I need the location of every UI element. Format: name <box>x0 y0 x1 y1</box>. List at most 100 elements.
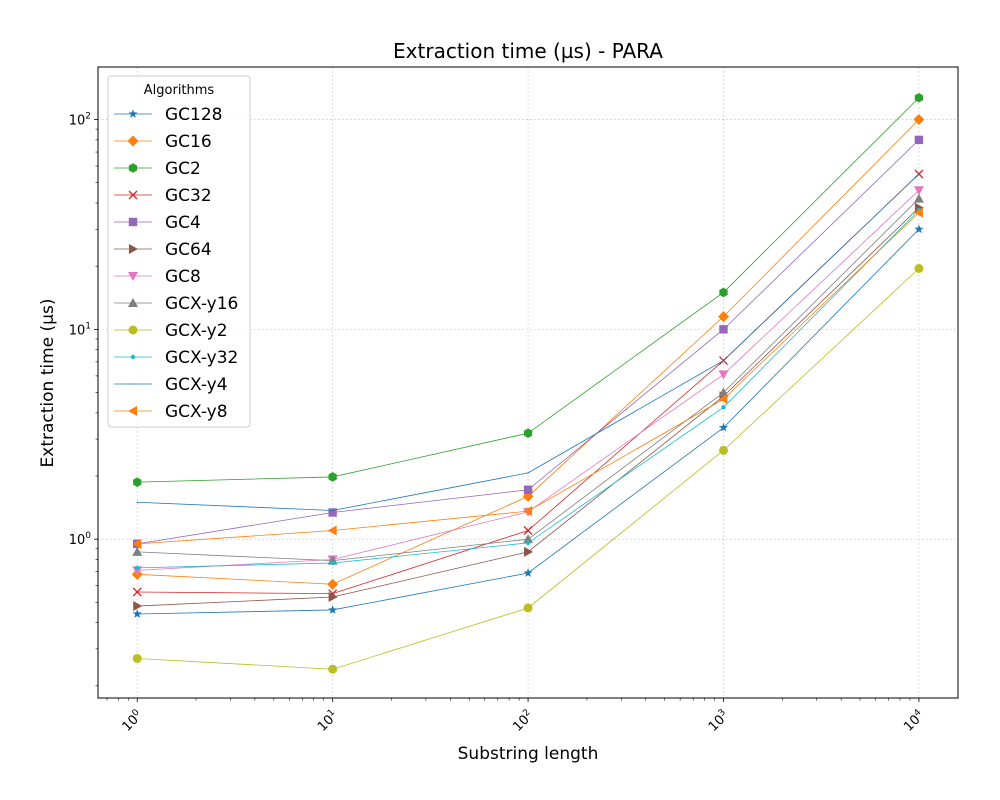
legend-label: GC16 <box>165 132 212 152</box>
legend-marker <box>130 354 136 360</box>
data-point-marker <box>132 587 142 597</box>
legend-item-gc32: GC32 <box>114 186 212 206</box>
data-point-marker <box>523 526 533 535</box>
data-point-marker <box>328 592 338 603</box>
data-point-marker <box>132 538 142 549</box>
legend-marker <box>128 272 138 281</box>
data-point-marker <box>327 525 337 536</box>
data-point-marker <box>523 506 533 517</box>
legend-marker <box>128 406 137 416</box>
legend-marker <box>128 325 138 335</box>
data-point-marker <box>133 601 143 612</box>
legend-marker <box>128 190 138 200</box>
series-gcx-y8 <box>132 207 923 549</box>
x-axis-label: Substring length <box>458 744 599 764</box>
legend-label: GC64 <box>165 240 212 260</box>
data-point-marker <box>328 664 338 674</box>
legend: Algorithms GC128 GC16 GC2 GC32 GC4 GC64 GC8 GCX… <box>107 75 251 428</box>
legend-item-gc64: GC64 <box>114 240 212 260</box>
data-point-marker <box>913 186 924 196</box>
legend-item-gcx-y4: GCX-y4 <box>114 375 228 395</box>
y-tick-label: 101 <box>69 321 91 338</box>
legend-label: GCX-y2 <box>165 321 228 341</box>
series-gc128 <box>132 224 924 618</box>
legend-label: GC32 <box>165 186 212 206</box>
legend-marker <box>127 135 139 147</box>
legend-label: GCX-y16 <box>165 294 238 314</box>
data-point-marker <box>132 546 143 556</box>
legend-item-gcx-y2: GCX-y2 <box>114 321 228 341</box>
data-point-marker <box>914 224 924 234</box>
legend-label: GCX-y32 <box>165 348 238 368</box>
legend-item-gc8: GC8 <box>114 267 201 287</box>
data-point-marker <box>135 565 140 571</box>
data-point-marker <box>718 370 729 380</box>
data-point-marker <box>721 405 726 410</box>
data-point-marker <box>328 605 338 614</box>
legend-marker <box>128 298 138 307</box>
data-point-marker <box>718 394 728 405</box>
series-gc2 <box>133 92 924 487</box>
legend-marker <box>128 163 138 173</box>
legend-marker <box>128 217 138 227</box>
data-point-marker <box>914 92 924 103</box>
data-point-marker <box>132 609 142 618</box>
legend-item-gc16: GC16 <box>114 132 212 152</box>
data-point-marker <box>718 422 729 432</box>
series-gcx-y4 <box>136 173 920 512</box>
data-point-marker <box>330 560 335 566</box>
data-point-marker <box>718 445 728 455</box>
data-point-marker <box>133 477 142 487</box>
legend-item-gc128: GC128 <box>114 105 223 125</box>
data-point-marker <box>913 114 925 126</box>
data-point-marker <box>523 428 533 438</box>
data-point-marker <box>914 264 924 274</box>
y-tick-label: 102 <box>69 112 91 129</box>
legend-label: GC2 <box>165 159 201 179</box>
legend-item-gcx-y8: GCX-y8 <box>114 402 228 422</box>
legend-label: GCX-y4 <box>165 375 228 395</box>
legend-box <box>107 75 251 428</box>
data-point-marker <box>717 311 729 323</box>
data-point-marker <box>527 472 529 474</box>
chart-title: Extraction time (µs) - PARA <box>393 39 663 63</box>
data-point-marker <box>332 509 334 512</box>
legend-items: GC128 GC16 GC2 GC32 GC4 GC64 GC8 GCX-y16 GCX-y2 G… <box>114 105 238 422</box>
legend-title: Algorithms <box>144 83 215 98</box>
data-point-marker <box>328 508 337 517</box>
data-point-marker <box>132 566 143 576</box>
y-axis-label: Extraction time (µs) <box>38 299 58 468</box>
legend-item-gc2: GC2 <box>114 159 201 179</box>
legend-item-gcx-y16: GCX-y16 <box>114 294 238 314</box>
legend-item-gc4: GC4 <box>114 213 201 233</box>
data-point-marker <box>722 359 725 362</box>
data-point-marker <box>914 135 924 145</box>
data-point-marker <box>136 501 138 503</box>
legend-label: GC128 <box>165 105 223 125</box>
data-point-marker <box>132 653 142 663</box>
data-point-marker <box>719 325 728 334</box>
data-point-marker <box>524 546 534 557</box>
data-point-marker <box>913 207 923 218</box>
data-point-marker <box>525 540 531 546</box>
data-point-marker <box>523 485 533 494</box>
data-point-marker <box>328 472 337 482</box>
data-point-marker <box>918 173 920 175</box>
legend-label: GC8 <box>165 267 201 287</box>
data-point-marker <box>913 193 924 203</box>
legend-label: GCX-y8 <box>165 402 228 422</box>
legend-marker <box>128 109 138 118</box>
legend-marker <box>129 244 138 254</box>
data-point-marker <box>718 387 729 397</box>
legend-item-gcx-y32: GCX-y32 <box>114 348 238 368</box>
series-layer <box>131 92 925 674</box>
y-tick-label: 100 <box>69 531 92 548</box>
data-point-marker <box>523 603 533 613</box>
series-gcx-y2 <box>132 264 924 674</box>
legend-marker <box>132 383 134 385</box>
data-point-marker <box>719 287 728 298</box>
legend-label: GC4 <box>165 213 201 233</box>
data-point-marker <box>523 568 533 577</box>
